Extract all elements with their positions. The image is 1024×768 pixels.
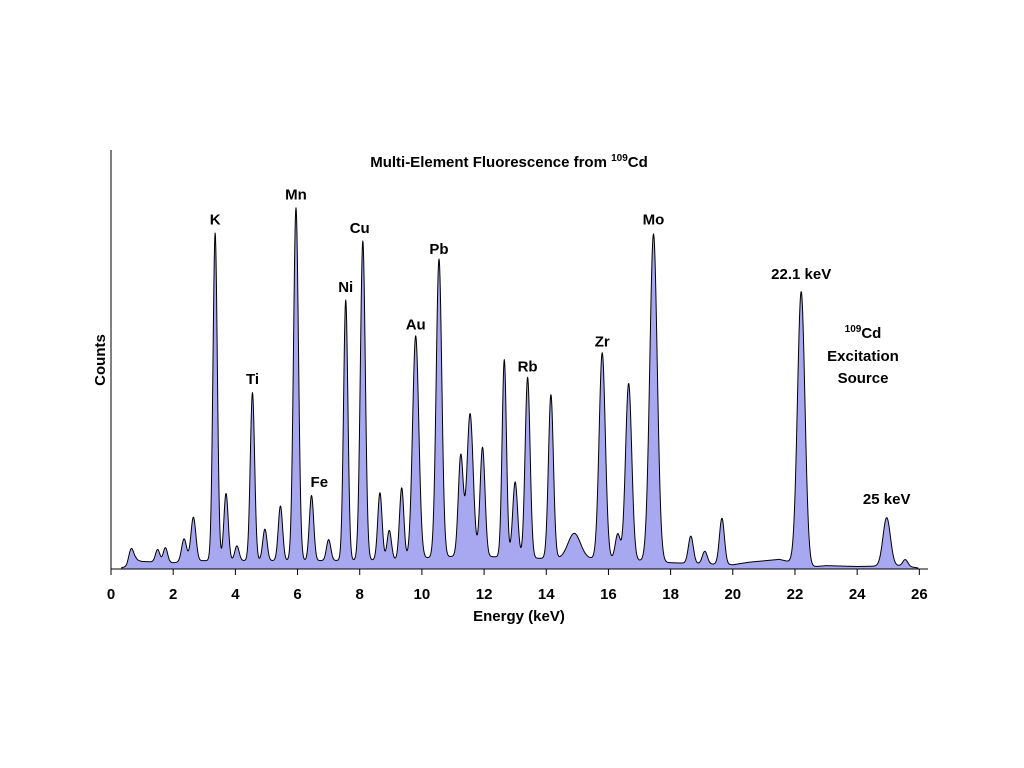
source-label-line1: 109Cd: [845, 324, 882, 342]
x-axis-label: Energy (keV): [473, 608, 565, 625]
peak-label: Fe: [311, 474, 329, 491]
peak-label: Rb: [518, 359, 538, 376]
x-tick-label: 12: [476, 586, 493, 603]
peak-label: Pb: [429, 241, 448, 258]
x-tick-label: 4: [231, 586, 240, 603]
x-tick-label: 16: [600, 586, 617, 603]
peak-label: Ni: [338, 279, 353, 296]
x-tick-label: 24: [849, 586, 866, 603]
x-axis-ticks: 0 2 4 6 8 10 12 14 16 18 20 22 24 26: [107, 569, 928, 603]
x-tick-label: 0: [107, 586, 115, 603]
x-tick-label: 14: [538, 586, 555, 603]
x-tick-label: 10: [414, 586, 431, 603]
peak-label: Mn: [285, 186, 307, 203]
source-label-line3: Source: [838, 370, 889, 387]
peak-label: 25 keV: [863, 491, 911, 508]
x-tick-label: 22: [787, 586, 804, 603]
peak-label: Au: [406, 317, 426, 334]
spectrum-series: [121, 207, 919, 570]
peak-annotations: K Ti Mn Fe Ni Cu Au Pb Rb Zr Mo 22.1 keV 25 keV: [210, 186, 911, 508]
x-tick-label: 26: [911, 586, 928, 603]
peak-label: Zr: [595, 333, 610, 350]
peak-label: K: [210, 212, 221, 229]
x-tick-label: 18: [662, 586, 679, 603]
x-tick-label: 6: [293, 586, 301, 603]
chart-title-superscript: 109: [611, 153, 628, 164]
x-tick-label: 2: [169, 586, 177, 603]
x-tick-label: 20: [724, 586, 741, 603]
x-tick-label: 8: [356, 586, 364, 603]
peak-label: Ti: [246, 371, 259, 388]
excitation-source-label: 109Cd Excitation Source: [827, 324, 899, 387]
source-label-line2: Excitation: [827, 348, 899, 365]
peak-label: Cu: [350, 220, 370, 237]
peak-label: Mo: [643, 212, 665, 229]
y-axis-label: Counts: [92, 334, 109, 386]
peak-label: 22.1 keV: [771, 266, 831, 283]
chart-title: Multi-Element Fluorescence from 109Cd: [370, 153, 648, 171]
spectrum-area: [121, 207, 919, 570]
